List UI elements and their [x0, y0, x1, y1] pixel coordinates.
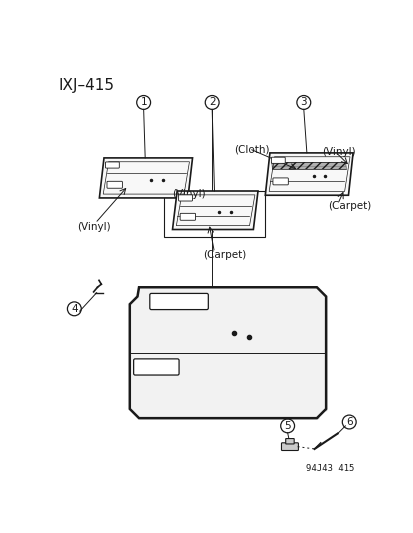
- Text: (Carpet): (Carpet): [328, 201, 371, 211]
- FancyBboxPatch shape: [105, 162, 119, 168]
- Text: 5: 5: [284, 421, 290, 431]
- FancyBboxPatch shape: [285, 439, 294, 444]
- Bar: [164, 191, 264, 237]
- Polygon shape: [265, 153, 352, 195]
- FancyBboxPatch shape: [178, 195, 192, 201]
- Text: 3: 3: [300, 98, 306, 108]
- Polygon shape: [129, 287, 325, 418]
- Text: (Vinyl): (Vinyl): [77, 222, 111, 232]
- FancyBboxPatch shape: [150, 294, 208, 310]
- Text: 6: 6: [345, 417, 352, 427]
- Text: 2: 2: [208, 98, 215, 108]
- Text: (Carpet): (Carpet): [202, 251, 246, 260]
- Text: IXJ–415: IXJ–415: [59, 78, 115, 93]
- Text: 4: 4: [71, 304, 78, 314]
- Text: (Vinyl): (Vinyl): [321, 147, 355, 157]
- FancyBboxPatch shape: [133, 359, 179, 375]
- Polygon shape: [172, 191, 257, 230]
- Polygon shape: [271, 162, 346, 169]
- Polygon shape: [99, 158, 192, 198]
- FancyBboxPatch shape: [180, 213, 195, 220]
- Text: 94J43 415: 94J43 415: [306, 464, 354, 473]
- Text: 1: 1: [140, 98, 147, 108]
- FancyBboxPatch shape: [107, 181, 122, 188]
- Text: (Cloth): (Cloth): [234, 145, 269, 155]
- FancyBboxPatch shape: [272, 178, 287, 185]
- FancyBboxPatch shape: [281, 443, 298, 450]
- Text: (Vinyl): (Vinyl): [172, 189, 205, 199]
- FancyBboxPatch shape: [271, 157, 285, 164]
